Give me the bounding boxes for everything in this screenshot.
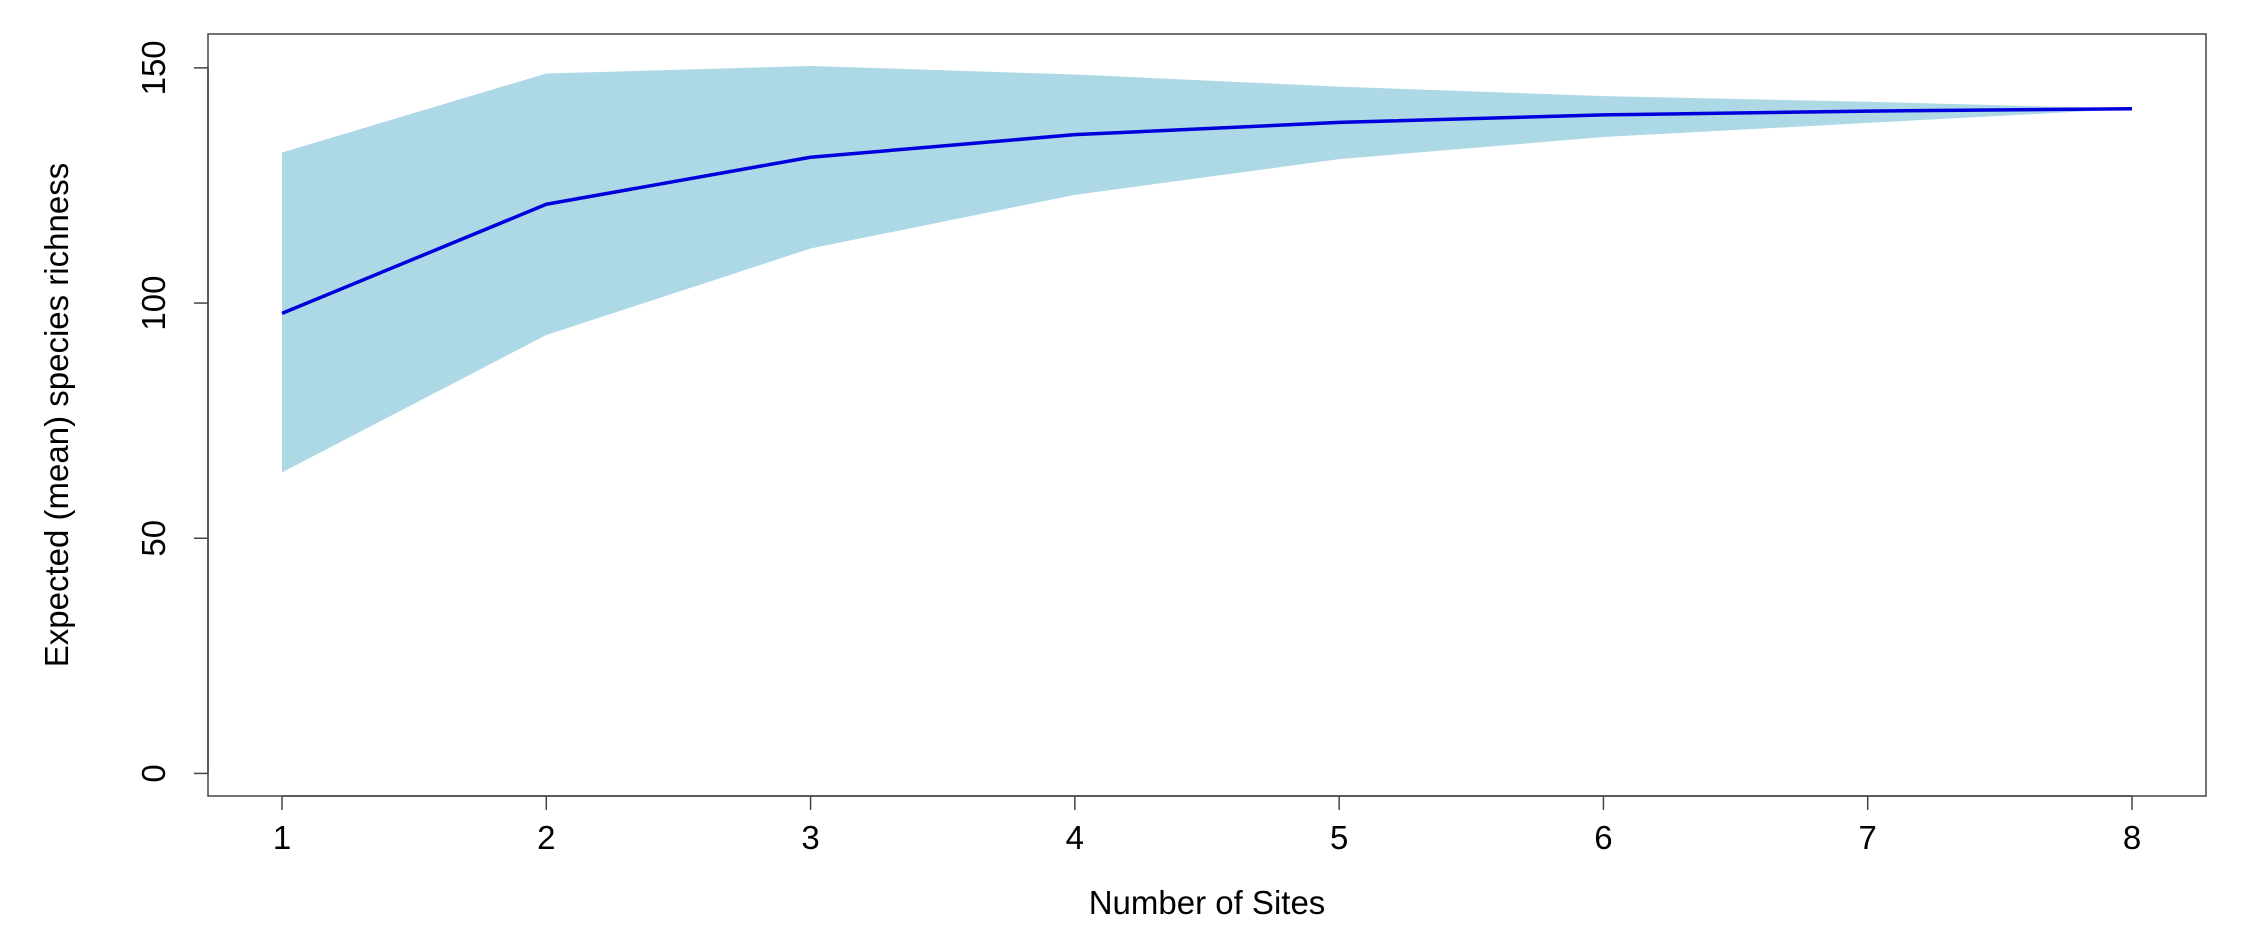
mean-line-layer: [281, 107, 2133, 316]
x-axis: 1 2 3 4 5 6 7 8: [273, 795, 2141, 856]
x-tick-label: 4: [1066, 819, 1084, 856]
y-tick-label: 100: [135, 276, 172, 331]
mean-richness-line: [281, 107, 2133, 316]
y-tick-label: 50: [135, 520, 172, 557]
x-tick-label: 2: [537, 819, 555, 856]
y-axis-title: Expected (mean) species richness: [38, 163, 75, 667]
x-tick-label: 8: [2123, 819, 2141, 856]
x-tick-label: 3: [801, 819, 819, 856]
x-tick-label: 1: [273, 819, 291, 856]
x-axis-title: Number of Sites: [1089, 884, 1326, 921]
y-axis: 0 50 100 150: [135, 40, 209, 783]
x-tick-label: 6: [1594, 819, 1612, 856]
y-tick-label: 0: [135, 764, 172, 782]
x-tick-label: 7: [1859, 819, 1877, 856]
x-tick-label: 5: [1330, 819, 1348, 856]
y-tick-label: 150: [135, 40, 172, 95]
